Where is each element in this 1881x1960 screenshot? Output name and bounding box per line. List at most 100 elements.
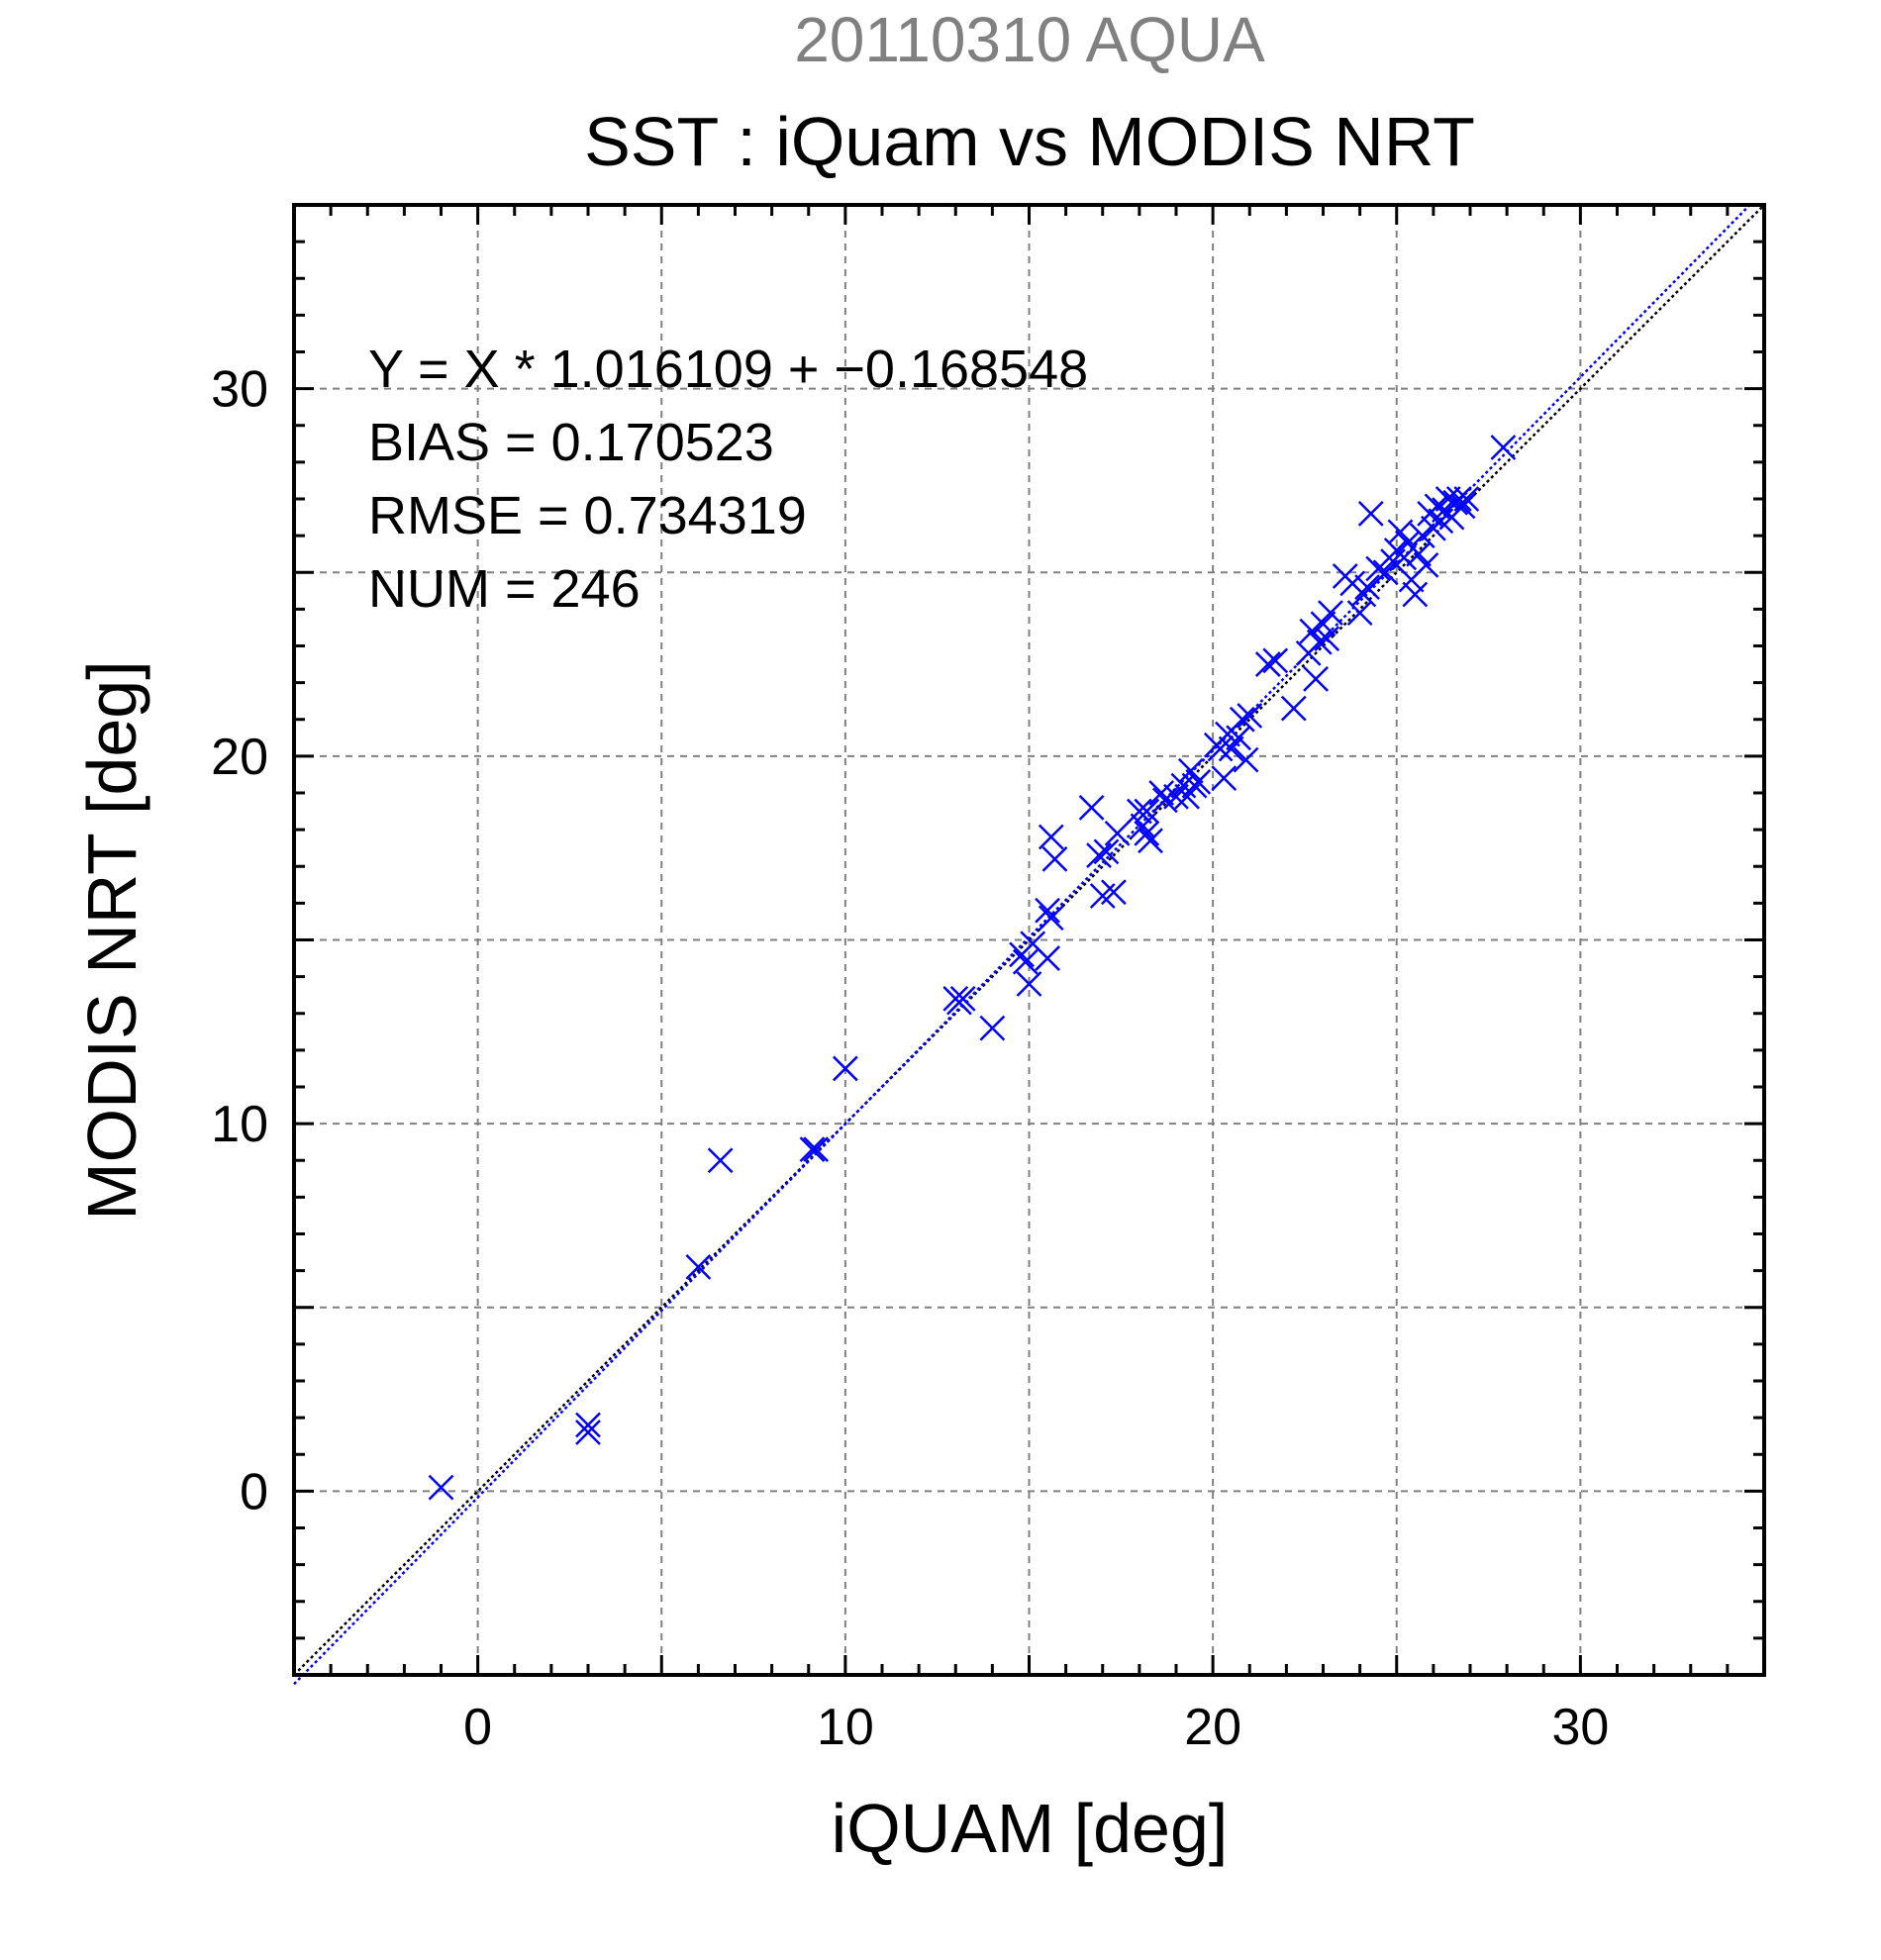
chart-title: SST : iQuam vs MODIS NRT: [584, 103, 1475, 180]
data-point-stroke: [1101, 879, 1127, 906]
data-point-stroke: [1016, 971, 1042, 997]
data-point-stroke: [1138, 828, 1163, 854]
data-point: [1357, 500, 1384, 527]
data-point: [1086, 842, 1112, 868]
data-point: [1163, 783, 1189, 810]
data-point: [707, 1147, 734, 1174]
x-tick-label: 0: [463, 1699, 492, 1756]
data-point-stroke: [1237, 703, 1263, 729]
data-point-stroke: [1163, 783, 1189, 810]
data-point: [1207, 735, 1234, 762]
data-point-stroke: [1211, 765, 1238, 792]
data-point-stroke: [1177, 757, 1204, 784]
data-point-stroke: [1391, 544, 1418, 571]
data-point: [1413, 551, 1439, 578]
data-point-stroke: [1306, 629, 1333, 655]
data-point: [1354, 574, 1380, 600]
data-point-stroke: [1038, 905, 1064, 931]
data-point: [1134, 798, 1160, 825]
data-point-stroke: [1490, 435, 1517, 460]
data-point-stroke: [1078, 794, 1105, 821]
data-point-stroke: [1409, 523, 1436, 549]
y-tick-label: 10: [211, 1096, 268, 1153]
data-point-stroke: [1174, 783, 1201, 810]
data-point: [1318, 600, 1343, 626]
data-point: [1016, 971, 1042, 997]
data-point: [1012, 948, 1039, 975]
y-axis-label: MODIS NRT [deg]: [73, 660, 150, 1220]
data-point-stroke: [1346, 600, 1373, 626]
data-point-stroke: [1262, 647, 1289, 674]
data-point-stroke: [1445, 486, 1472, 512]
data-point-stroke: [1357, 500, 1384, 527]
bias-label: BIAS = 0.170523: [368, 413, 774, 472]
data-point-stroke: [979, 1015, 1006, 1041]
data-point-stroke: [1104, 820, 1131, 846]
data-points: [428, 435, 1517, 1501]
data-point-stroke: [1148, 780, 1175, 806]
data-point-stroke: [1310, 611, 1336, 637]
data-point-stroke: [1170, 772, 1197, 799]
data-point: [1104, 820, 1131, 846]
data-point: [1041, 845, 1068, 872]
data-point: [979, 1015, 1006, 1041]
data-point: [1130, 813, 1156, 839]
data-point-stroke: [1126, 798, 1152, 825]
data-point: [799, 1136, 826, 1162]
data-point-stroke: [1406, 540, 1432, 567]
data-point-stroke: [1218, 735, 1244, 762]
data-point: [1237, 703, 1263, 729]
data-point: [949, 986, 976, 1012]
data-point-stroke: [1318, 600, 1343, 626]
data-point-stroke: [1035, 897, 1060, 924]
rmse-label: RMSE = 0.734319: [368, 486, 807, 545]
data-point-stroke: [1449, 493, 1476, 520]
data-point-stroke: [1185, 768, 1212, 795]
x-tick-label: 20: [1184, 1699, 1241, 1756]
grid-lines: [294, 205, 1764, 1675]
data-point: [1233, 746, 1259, 773]
regression-equation-label: Y = X * 1.016109 + −0.168548: [368, 340, 1088, 399]
data-point-stroke: [1041, 845, 1068, 872]
data-point-stroke: [575, 1420, 601, 1445]
x-tick-label: 10: [817, 1699, 874, 1756]
data-point-stroke: [949, 986, 976, 1012]
chart-suptitle: 20110310 AQUA: [794, 4, 1265, 75]
data-point: [1262, 647, 1289, 674]
data-point: [1174, 783, 1201, 810]
data-point-stroke: [1012, 948, 1039, 975]
data-point-stroke: [1303, 666, 1329, 692]
data-point: [575, 1412, 601, 1438]
data-point-stroke: [1387, 519, 1414, 545]
data-point-stroke: [1372, 559, 1399, 586]
data-point: [1453, 486, 1480, 512]
y-tick-label: 20: [211, 729, 268, 786]
data-point: [1449, 493, 1476, 520]
data-point: [1372, 559, 1399, 586]
data-point-stroke: [1020, 931, 1046, 957]
data-point: [1387, 519, 1414, 545]
data-point: [1038, 824, 1064, 850]
data-point-stroke: [1134, 798, 1160, 825]
data-point-stroke: [799, 1136, 826, 1162]
data-point-stroke: [428, 1474, 454, 1501]
data-point: [1350, 581, 1377, 608]
data-point: [803, 1136, 830, 1162]
data-point-stroke: [832, 1055, 858, 1082]
data-point: [1038, 905, 1064, 931]
data-point-stroke: [1038, 824, 1064, 850]
data-point: [1218, 735, 1244, 762]
data-point: [1078, 794, 1105, 821]
data-point: [1134, 820, 1160, 846]
data-point-stroke: [1354, 574, 1380, 600]
data-point: [1310, 611, 1336, 637]
data-point: [1303, 666, 1329, 692]
data-point: [1035, 897, 1060, 924]
data-point: [1314, 626, 1340, 651]
data-point: [1391, 544, 1418, 571]
data-point: [1093, 838, 1120, 865]
data-point-stroke: [1134, 820, 1160, 846]
data-point-stroke: [575, 1412, 601, 1438]
